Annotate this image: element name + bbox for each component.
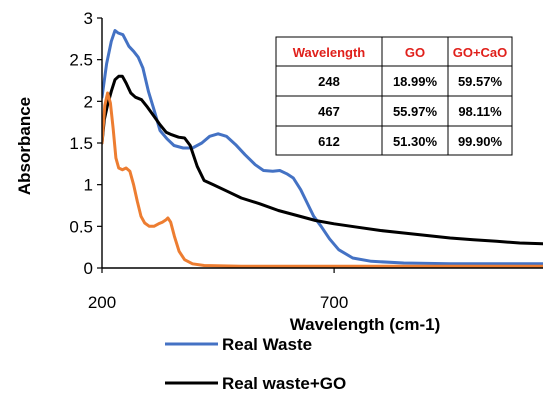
y-tick-label: 0.5 xyxy=(69,217,93,236)
legend-label: Real Waste xyxy=(222,335,312,354)
table-cell: 612 xyxy=(318,134,340,149)
y-tick-label: 3 xyxy=(84,9,93,28)
y-tick-label: 2.5 xyxy=(69,51,93,70)
tick-layer: 0 0.5 1 1.5 2 2.5 3 200 700 xyxy=(69,9,348,312)
x-axis-title: Wavelength (cm-1) xyxy=(290,315,441,334)
table-header-cell: GO+CaO xyxy=(453,45,508,60)
y-tick-label: 2 xyxy=(84,92,93,111)
y-axis-title: Absorbance xyxy=(15,97,34,195)
series-line-1 xyxy=(102,29,543,266)
y-tick-label: 0 xyxy=(84,259,93,278)
table-cell: 59.57% xyxy=(458,74,503,89)
table-header-cell: GO xyxy=(405,45,425,60)
y-tick-label: 1.5 xyxy=(69,134,93,153)
table-cell: 248 xyxy=(318,74,340,89)
x-tick-label: 700 xyxy=(320,293,348,312)
table-cell: 18.99% xyxy=(393,74,438,89)
series-line-2 xyxy=(102,74,543,246)
x-tick-label: 200 xyxy=(88,293,116,312)
series-line-3 xyxy=(102,91,543,268)
data-table: Wavelength GO GO+CaO 248 18.99% 59.57% 467 55.9… xyxy=(275,36,513,156)
series-layer xyxy=(102,29,543,268)
y-tick-label: 1 xyxy=(84,176,93,195)
table-cell: 51.30% xyxy=(393,134,438,149)
table-cell: 467 xyxy=(318,104,340,119)
table-cell: 98.11% xyxy=(458,104,502,119)
table-cell: 55.97% xyxy=(393,104,438,119)
table-cell: 99.90% xyxy=(458,134,503,149)
legend-label: Real waste+GO xyxy=(222,374,346,393)
table-header-cell: Wavelength xyxy=(293,45,366,60)
legend: Real Waste Real waste+GO xyxy=(165,335,346,393)
